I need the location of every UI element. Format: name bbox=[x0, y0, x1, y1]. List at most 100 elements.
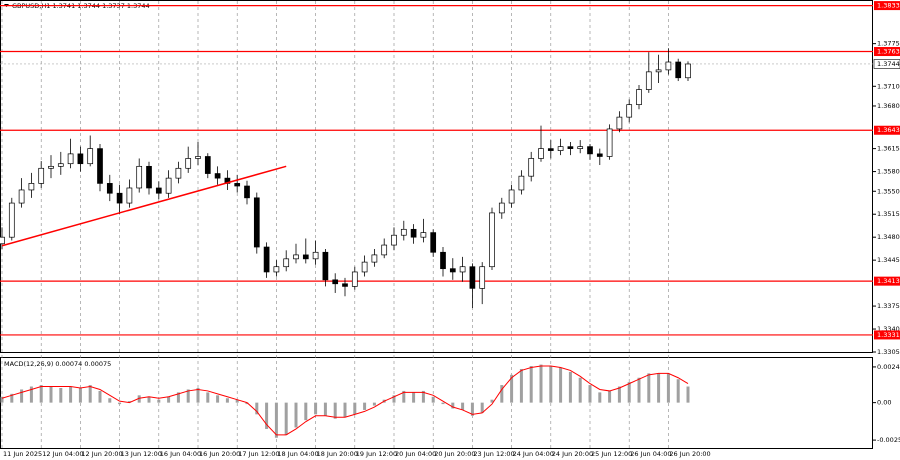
macd-bar bbox=[235, 399, 239, 403]
macd-bar bbox=[10, 393, 14, 403]
x-tick-label: 24 Jun 20:00 bbox=[552, 450, 593, 458]
x-tick-label: 17 Jun 12:00 bbox=[238, 450, 279, 458]
current-price-box bbox=[873, 59, 900, 69]
macd-panel-frame bbox=[0, 357, 873, 449]
candle-body bbox=[371, 254, 378, 263]
candle-body bbox=[547, 148, 554, 151]
macd-bar bbox=[186, 389, 190, 403]
level-label-box bbox=[874, 125, 900, 135]
candle-body bbox=[155, 187, 162, 194]
macd-bar bbox=[98, 390, 102, 403]
candle-body bbox=[106, 183, 113, 194]
macd-bar bbox=[323, 402, 327, 416]
candle-body bbox=[136, 165, 143, 189]
y-tick-label: 1.3550 bbox=[877, 187, 900, 195]
candle-body bbox=[381, 244, 388, 256]
macd-bar bbox=[470, 402, 474, 416]
macd-bar bbox=[147, 396, 151, 403]
candle-body bbox=[87, 148, 94, 165]
macd-bar bbox=[657, 373, 661, 403]
candle-body bbox=[97, 148, 103, 184]
candle-body bbox=[0, 236, 5, 245]
macd-title: MACD(12,26,9) 0.00074 0.00075 bbox=[4, 360, 111, 368]
candle-body bbox=[351, 271, 358, 287]
macd-bar bbox=[608, 390, 612, 403]
y-tick-label: 1.3615 bbox=[877, 145, 900, 153]
macd-bar bbox=[314, 402, 318, 415]
macd-bar bbox=[363, 402, 367, 410]
macd-bar bbox=[500, 385, 504, 403]
candle-body bbox=[57, 163, 64, 167]
macd-bar bbox=[59, 388, 63, 403]
macd-bar bbox=[216, 395, 220, 403]
candle-body bbox=[116, 192, 123, 204]
macd-bar bbox=[49, 386, 53, 403]
candle-body bbox=[626, 104, 633, 118]
candle-body bbox=[675, 61, 682, 79]
candle-body bbox=[606, 128, 613, 157]
x-tick-label: 24 Jun 04:00 bbox=[513, 450, 554, 458]
macd-bar bbox=[167, 396, 171, 403]
candle-body bbox=[391, 234, 397, 246]
macd-bar bbox=[392, 395, 396, 403]
candle-body bbox=[126, 187, 133, 204]
macd-bar bbox=[490, 399, 494, 403]
macd-bar bbox=[20, 389, 24, 403]
macd-bar bbox=[647, 373, 651, 403]
macd-bar bbox=[627, 382, 631, 403]
candle-body bbox=[322, 251, 329, 281]
level-label-box bbox=[874, 276, 900, 286]
x-tick-label: 23 Jun 12:00 bbox=[473, 450, 514, 458]
macd-bar bbox=[412, 392, 416, 403]
y-tick-label: 1.3340 bbox=[877, 325, 900, 333]
macd-bar bbox=[29, 386, 33, 403]
trend-line bbox=[1, 165, 287, 247]
y-tick-label: 1.3680 bbox=[877, 102, 900, 110]
candle-body bbox=[557, 146, 564, 151]
x-tick-label: 18 Jun 04:00 bbox=[277, 450, 318, 458]
x-tick-label: 25 Jun 12:00 bbox=[591, 450, 632, 458]
level-label: 1.3763 bbox=[877, 48, 900, 56]
candle-body bbox=[636, 89, 642, 106]
x-tick-label: 18 Jun 20:00 bbox=[317, 450, 358, 458]
macd-bar bbox=[461, 402, 465, 410]
macd-bar bbox=[196, 388, 200, 403]
x-tick-label: 20 Jun 20:00 bbox=[434, 450, 475, 458]
y-tick-label: 1.3375 bbox=[877, 302, 900, 310]
macd-bar bbox=[666, 373, 670, 403]
candle-body bbox=[175, 167, 182, 179]
level-label: 1.3331 bbox=[877, 331, 900, 339]
candle-body bbox=[185, 158, 192, 169]
macd-bar bbox=[578, 377, 582, 403]
candle-body bbox=[459, 266, 466, 273]
macd-bar bbox=[549, 366, 553, 403]
x-tick-label: 26 Jun 20:00 bbox=[669, 450, 710, 458]
candle-body bbox=[616, 116, 623, 130]
macd-bar bbox=[69, 386, 73, 403]
macd-bar bbox=[519, 368, 523, 403]
candle-body bbox=[577, 146, 584, 149]
macd-bar bbox=[137, 395, 141, 403]
candle-body bbox=[312, 251, 319, 260]
macd-bar bbox=[294, 402, 298, 428]
candle-body bbox=[38, 167, 45, 184]
candle-body bbox=[479, 266, 486, 289]
y-tick-label: 1.3710 bbox=[877, 82, 900, 90]
macd-bar bbox=[255, 402, 259, 415]
x-tick-label: 13 Jun 12:00 bbox=[121, 450, 162, 458]
candle-body bbox=[518, 175, 525, 191]
candle-body bbox=[302, 254, 309, 260]
level-label-box bbox=[874, 47, 900, 57]
candle-body bbox=[489, 212, 495, 268]
x-tick-label: 16 Jun 04:00 bbox=[160, 450, 201, 458]
macd-bar bbox=[176, 392, 180, 403]
macd-bar bbox=[539, 364, 543, 403]
macd-bar bbox=[245, 402, 249, 405]
candle-body bbox=[293, 254, 299, 260]
candle-body bbox=[204, 156, 211, 174]
candle-body bbox=[420, 232, 427, 238]
candle-body bbox=[8, 202, 15, 238]
x-tick-label: 19 Jun 12:00 bbox=[356, 450, 397, 458]
macd-bar bbox=[274, 402, 278, 438]
y-tick-label: -0.00256 bbox=[877, 436, 900, 444]
